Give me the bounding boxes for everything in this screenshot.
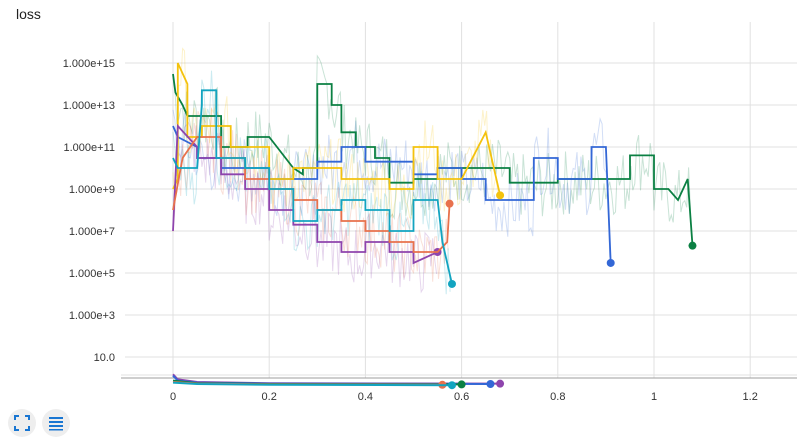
x-tick-label: 1.2 <box>743 391 758 403</box>
toggle-list-button[interactable] <box>42 409 70 437</box>
series-line <box>172 123 438 265</box>
series-end-point <box>606 258 615 267</box>
lower-series-line <box>172 381 453 387</box>
lower-series-end-point <box>457 380 466 389</box>
x-tick-label: 0 <box>170 391 176 403</box>
lower-series-end-point <box>447 381 456 390</box>
fullscreen-icon <box>14 415 30 431</box>
raw-series-line <box>172 54 692 223</box>
chart-title: loss <box>16 6 41 22</box>
lower-series-end-point <box>496 379 505 388</box>
x-tick-label: 0.2 <box>262 391 277 403</box>
series-end-point <box>447 279 456 288</box>
y-tick-label: 1.000e+7 <box>69 226 115 238</box>
raw-series-line <box>172 70 451 295</box>
lower-series-end-point <box>486 380 495 389</box>
x-tick-label: 1 <box>651 391 657 403</box>
series-end-point <box>445 199 454 208</box>
y-tick-label: 10.0 <box>94 352 115 364</box>
y-tick-label: 1.000e+9 <box>69 184 115 196</box>
raw-series-line <box>172 47 499 219</box>
x-tick-label: 0.8 <box>550 391 565 403</box>
y-tick-label: 1.000e+11 <box>64 142 116 154</box>
series-end-point <box>496 191 505 200</box>
series-line <box>172 62 501 196</box>
fullscreen-button[interactable] <box>8 409 36 437</box>
series-end-point <box>688 241 697 250</box>
y-tick-label: 1.000e+13 <box>63 100 115 112</box>
y-tick-label: 1.000e+3 <box>69 310 115 322</box>
raw-series-line <box>172 109 611 257</box>
y-tick-label: 1.000e+15 <box>63 58 115 70</box>
x-tick-label: 0.4 <box>358 391 373 403</box>
list-icon <box>49 417 63 431</box>
y-tick-label: 1.000e+5 <box>69 268 115 280</box>
series-line <box>172 136 451 253</box>
series-line <box>172 89 453 285</box>
x-tick-label: 0.6 <box>454 391 469 403</box>
